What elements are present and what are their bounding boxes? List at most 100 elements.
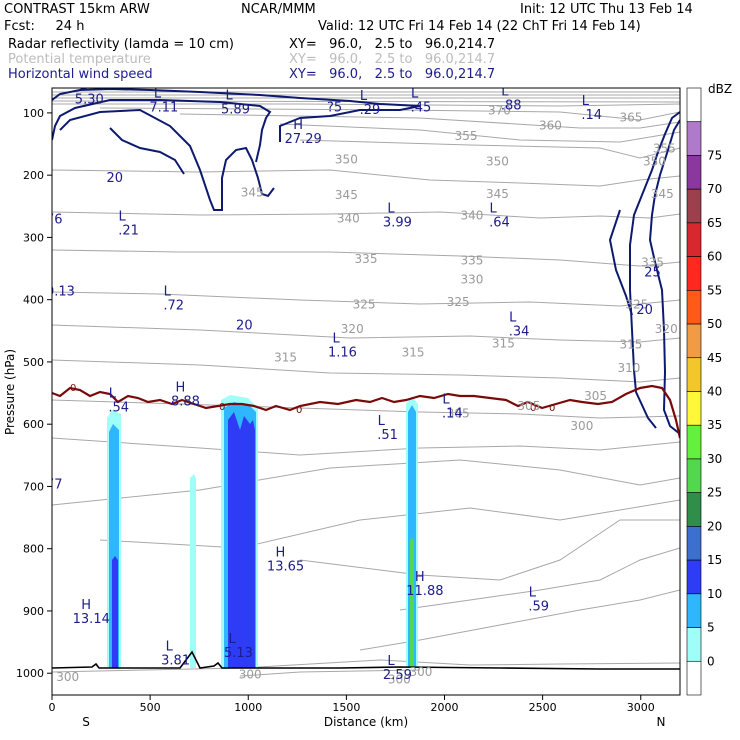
extremum-kind: L bbox=[387, 202, 395, 217]
low-marker: L.64 bbox=[489, 202, 510, 231]
wind-contour bbox=[109, 127, 185, 175]
theta-label: 325 bbox=[625, 298, 648, 312]
theta-contour bbox=[52, 291, 680, 307]
extremum-kind: L bbox=[489, 202, 497, 217]
wind-label: ?5 bbox=[327, 101, 342, 116]
y-tick-label: 900 bbox=[23, 605, 44, 618]
theta-contour bbox=[52, 437, 680, 456]
theta-label: 335 bbox=[355, 252, 378, 266]
model-name: CONTRAST 15km ARW bbox=[4, 2, 150, 17]
y-axis-title: Pressure (hPa) bbox=[3, 349, 17, 435]
extremum-kind: L bbox=[501, 85, 509, 100]
colorbar-tick-label: 40 bbox=[707, 385, 722, 399]
extremum-value: 13.65 bbox=[267, 559, 304, 574]
legend-theta-label: Potential temperature bbox=[8, 52, 151, 67]
theta-label: 300 bbox=[239, 667, 262, 681]
theta-contour bbox=[239, 669, 421, 677]
extremum-kind: L bbox=[387, 654, 395, 669]
theta-label: 305 bbox=[447, 407, 470, 421]
extremum-value: .59 bbox=[528, 600, 549, 615]
theta-contour bbox=[279, 123, 680, 143]
wind-contour bbox=[52, 88, 421, 142]
extremum-kind: L bbox=[166, 639, 174, 654]
theta-label: 315 bbox=[274, 351, 297, 365]
theta-label: 340 bbox=[337, 212, 360, 226]
extremum-kind: L bbox=[442, 393, 450, 408]
extremum-value: 3.81 bbox=[161, 653, 190, 668]
theta-label: 315 bbox=[619, 337, 642, 351]
colorbar-tick-label: 0 bbox=[707, 654, 715, 668]
high-marker: H11.88 bbox=[406, 570, 443, 599]
theta-contour bbox=[52, 459, 680, 506]
extremum-kind: L bbox=[119, 210, 127, 225]
colorbar-tick-label: 60 bbox=[707, 250, 722, 264]
extremum-value: .45 bbox=[411, 100, 432, 115]
colorbar-swatch bbox=[686, 87, 702, 123]
zero-isotherm bbox=[52, 384, 680, 439]
extremum-value: 5.13 bbox=[224, 646, 253, 661]
extremum-value: .34 bbox=[509, 325, 530, 340]
theta-label: 365 bbox=[619, 110, 642, 124]
theta-label: 320 bbox=[341, 322, 364, 336]
colorbar-swatch bbox=[686, 222, 702, 257]
edge-label: 0.13 bbox=[46, 284, 75, 299]
y-tick-label: 400 bbox=[23, 294, 44, 307]
freezing-level: 0 0 0 0 0 bbox=[52, 383, 680, 439]
low-marker: L7.11 bbox=[149, 86, 178, 115]
legend-reflectivity-label: Radar reflectivity (lamda = 10 cm) bbox=[8, 37, 234, 52]
extremum-value: 5.89 bbox=[221, 102, 250, 117]
field-legend: Radar reflectivity (lamda = 10 cm) XY= 9… bbox=[8, 37, 495, 82]
colorbar-tick-label: 5 bbox=[707, 621, 715, 635]
forecast-hour: Fcst: 24 h bbox=[4, 19, 84, 34]
surface-line bbox=[52, 650, 680, 670]
extremum-kind: L bbox=[529, 586, 537, 601]
extremum-value: 13.14 bbox=[73, 612, 110, 627]
extremum-value: 5.30 bbox=[75, 92, 104, 107]
colorbar-tick-label: 30 bbox=[707, 452, 722, 466]
low-marker: L5.30 bbox=[75, 88, 104, 107]
theta-contour bbox=[52, 100, 680, 103]
x-tick-label: 500 bbox=[140, 701, 161, 714]
low-marker: L1.16 bbox=[328, 332, 357, 361]
theta-label: 350 bbox=[335, 153, 358, 167]
extremum-value: 1.16 bbox=[328, 346, 357, 361]
wind-contour bbox=[608, 209, 633, 316]
extremum-kind: L bbox=[154, 86, 162, 101]
colorbar-swatch bbox=[686, 526, 702, 561]
edge-label: 77 bbox=[46, 477, 63, 492]
colorbar-tick-label: 10 bbox=[707, 587, 722, 601]
low-marker: L.54 bbox=[108, 387, 129, 416]
wind-label: 20 bbox=[236, 319, 253, 334]
reflectivity-shading bbox=[107, 395, 418, 668]
x-tick-label: 3000 bbox=[627, 701, 655, 714]
edge-label-layer: 76 0.13 77 bbox=[46, 213, 75, 493]
theta-contour bbox=[52, 324, 680, 343]
high-marker: H8.88 bbox=[171, 380, 200, 409]
y-tick-label: 100 bbox=[23, 107, 44, 120]
colorbar-tick-label: 65 bbox=[707, 216, 722, 230]
y-tick-label: 600 bbox=[23, 418, 44, 431]
low-marker: L2.59 bbox=[383, 654, 412, 683]
extremum-value: 3.99 bbox=[383, 216, 412, 231]
y-tick-label: 300 bbox=[23, 231, 44, 244]
theta-label: 300 bbox=[388, 672, 411, 686]
extremum-value: .51 bbox=[377, 428, 398, 443]
colorbar-swatch bbox=[686, 121, 702, 156]
low-marker: L.29 bbox=[360, 89, 381, 118]
colorbar-tick-label: 35 bbox=[707, 418, 722, 432]
x-axis: 0 500 1000 1500 2000 2500 3000 bbox=[49, 695, 655, 714]
theta-contour bbox=[52, 399, 680, 419]
y-axis: 100 200 300 400 500 600 700 800 900 1000 bbox=[16, 107, 52, 680]
y-tick-label: 200 bbox=[23, 169, 44, 182]
colorbar-swatch bbox=[686, 627, 702, 662]
extremum-value: .21 bbox=[118, 224, 139, 239]
legend-wind-xy: XY= 96.0, 2.5 to 96.0,214.7 bbox=[289, 67, 495, 82]
x-axis-north: N bbox=[657, 715, 666, 729]
theta-label: 345 bbox=[335, 188, 358, 202]
extremum-value: .14 bbox=[442, 407, 463, 422]
extremum-value: 11.88 bbox=[406, 584, 443, 599]
theta-contour bbox=[299, 519, 680, 581]
colorbar-tick-label: 20 bbox=[707, 519, 722, 533]
theta-label: 335 bbox=[641, 255, 664, 269]
extremum-value: 27.29 bbox=[285, 132, 322, 147]
